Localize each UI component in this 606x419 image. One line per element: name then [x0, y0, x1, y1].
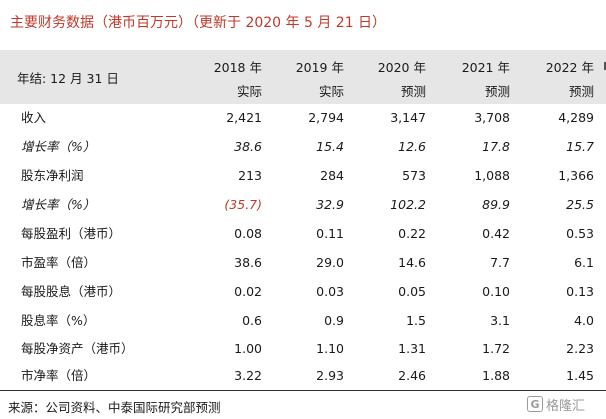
- table-cell: 15.4: [316, 139, 344, 154]
- column-header-2021-year: 2021 年: [461, 60, 510, 75]
- table-cell: 1,088: [474, 168, 510, 183]
- column-header-2019-type: 实际: [318, 84, 344, 99]
- column-header-2021-type: 预测: [484, 84, 510, 99]
- table-cell: 3.1: [490, 313, 510, 328]
- table-cell: 2.23: [566, 341, 594, 356]
- table-cell: 4,289: [558, 110, 594, 125]
- table-cell: 1.45: [566, 368, 594, 383]
- table-cell: 32.9: [316, 197, 344, 212]
- table-cell: 0.10: [482, 284, 510, 299]
- source-note: 来源：公司资料、中泰国际研究部预测: [8, 400, 221, 415]
- table-cell: 0.11: [316, 226, 344, 241]
- table-cell: 0.53: [566, 226, 594, 241]
- table-cell: 2,794: [308, 110, 344, 125]
- column-header-2022-year: 2022 年: [545, 60, 594, 75]
- logo-icon: G: [527, 396, 543, 412]
- table-cell: 6.1: [574, 255, 594, 270]
- table-cell: 3,708: [474, 110, 510, 125]
- table-cell: 1.10: [316, 341, 344, 356]
- watermark-logo: G 格隆汇: [527, 393, 585, 415]
- column-header-2018-year: 2018 年: [213, 60, 262, 75]
- column-header-2020-year: 2020 年: [377, 60, 426, 75]
- row-label-eps: 每股盈利（港币）: [21, 226, 122, 241]
- table-cell: 0.9: [324, 313, 344, 328]
- table-cell: (35.7): [224, 197, 262, 212]
- table-cell: 1.5: [406, 313, 426, 328]
- row-label-bvps: 每股净资产（港币）: [21, 341, 134, 356]
- table-cell: 2.46: [398, 368, 426, 383]
- column-header-2022-type: 预测: [568, 84, 594, 99]
- row-label-dividend-yield: 股息率（%）: [21, 313, 96, 328]
- header-tick-mark: [604, 62, 606, 70]
- table-cell: 2.93: [316, 368, 344, 383]
- table-cell: 1.72: [482, 341, 510, 356]
- row-label-dps: 每股股息（港币）: [21, 284, 122, 299]
- table-cell: 0.13: [566, 284, 594, 299]
- table-cell: 3.22: [234, 368, 262, 383]
- table-cell: 0.05: [398, 284, 426, 299]
- fiscal-year-end-label: 年结: 12 月 31 日: [17, 71, 119, 86]
- table-cell: 3,147: [390, 110, 426, 125]
- table-cell: 38.6: [234, 255, 262, 270]
- table-cell: 102.2: [390, 197, 426, 212]
- table-cell: 14.6: [398, 255, 426, 270]
- table-cell: 7.7: [490, 255, 510, 270]
- table-header: [0, 50, 606, 104]
- row-label-net-profit: 股东净利润: [21, 168, 84, 183]
- table-cell: 25.5: [566, 197, 594, 212]
- table-cell: 29.0: [316, 255, 344, 270]
- column-header-2020-type: 预测: [400, 84, 426, 99]
- table-cell: 1.00: [234, 341, 262, 356]
- table-cell: 4.0: [574, 313, 594, 328]
- logo-text: 格隆汇: [546, 398, 586, 414]
- report-title: 主要财务数据（港币百万元）（更新于 2020 年 5 月 21 日）: [10, 15, 387, 31]
- row-label-revenue: 收入: [21, 110, 47, 125]
- table-cell: 0.03: [316, 284, 344, 299]
- row-label-pb-ratio: 市净率（倍）: [21, 368, 97, 383]
- table-cell: 0.08: [234, 226, 262, 241]
- table-cell: 573: [402, 168, 426, 183]
- table-cell: 17.8: [482, 139, 510, 154]
- table-cell: 12.6: [398, 139, 426, 154]
- table-cell: 284: [320, 168, 344, 183]
- row-label-pe-ratio: 市盈率（倍）: [21, 255, 97, 270]
- table-cell: 1,366: [558, 168, 594, 183]
- table-cell: 38.6: [234, 139, 262, 154]
- table-cell: 0.42: [482, 226, 510, 241]
- table-cell: 15.7: [566, 139, 594, 154]
- table-cell: 1.31: [398, 341, 426, 356]
- table-bottom-border: [0, 390, 606, 391]
- table-cell: 0.22: [398, 226, 426, 241]
- column-header-2018-type: 实际: [236, 84, 262, 99]
- column-header-2019-year: 2019 年: [295, 60, 344, 75]
- table-cell: 2,421: [226, 110, 262, 125]
- table-cell: 213: [238, 168, 262, 183]
- row-label-profit-growth: 增长率（%）: [21, 197, 96, 212]
- table-cell: 89.9: [482, 197, 510, 212]
- table-cell: 0.6: [242, 313, 262, 328]
- table-cell: 0.02: [234, 284, 262, 299]
- row-label-revenue-growth: 增长率（%）: [21, 139, 96, 154]
- table-cell: 1.88: [482, 368, 510, 383]
